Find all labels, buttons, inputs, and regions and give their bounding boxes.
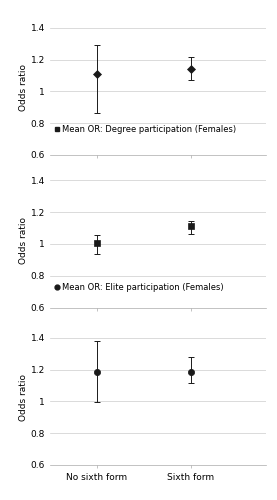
Legend: Mean OR: Degree participation (Females): Mean OR: Degree participation (Females) (54, 126, 236, 134)
Y-axis label: Odds ratio: Odds ratio (19, 216, 28, 264)
Y-axis label: Odds ratio: Odds ratio (19, 64, 28, 111)
Legend: Mean OR: Elite participation (Females): Mean OR: Elite participation (Females) (54, 283, 223, 292)
Y-axis label: Odds ratio: Odds ratio (19, 374, 28, 421)
